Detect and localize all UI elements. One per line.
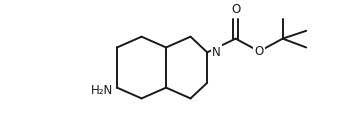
Text: O: O <box>255 45 264 58</box>
Text: H₂N: H₂N <box>91 84 113 97</box>
Text: N: N <box>212 46 221 59</box>
Text: O: O <box>231 3 240 16</box>
